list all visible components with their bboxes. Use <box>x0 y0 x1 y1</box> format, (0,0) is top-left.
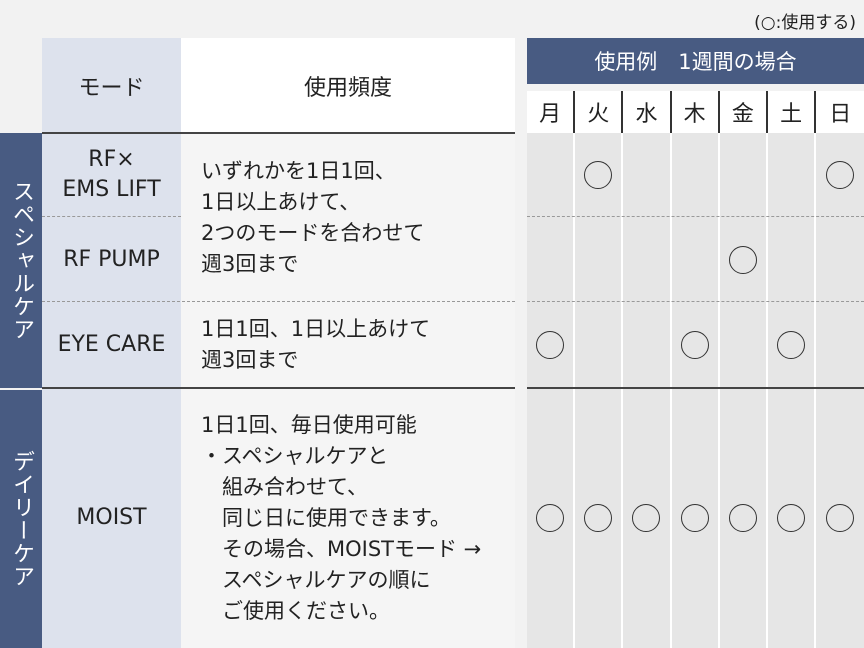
circle-mark-icon <box>777 504 806 532</box>
frequency-line: 1日以上あけて、 <box>201 189 361 214</box>
mode-rf-ems-lift: RF× EMS LIFT <box>42 133 181 217</box>
frequency-line: いずれかを1日1回、 <box>201 158 396 183</box>
usage-cell <box>623 388 672 648</box>
day-header: 月 <box>527 91 576 133</box>
frequency-line: 2つのモードを合わせて <box>201 220 425 245</box>
frequency-eye-care: 1日1回、1日以上あけて 週3回まで <box>181 302 515 388</box>
frequency-line: ・スペシャルケアと <box>201 443 389 468</box>
frequency-shared: いずれかを1日1回、 1日以上あけて、 2つのモードを合わせて 週3回まで <box>181 133 515 302</box>
circle-mark-icon <box>536 504 565 532</box>
usage-cell <box>527 133 576 217</box>
frequency-line: 週3回まで <box>201 251 299 276</box>
usage-cell <box>671 302 720 388</box>
usage-cell <box>575 388 624 648</box>
usage-cell <box>575 302 624 388</box>
mode-eye-care: EYE CARE <box>42 302 181 388</box>
circle-mark-icon <box>680 331 709 359</box>
frequency-line: スペシャルケアの順に <box>201 567 431 592</box>
mode-moist: MOIST <box>42 388 181 648</box>
category-special-care: スペシャルケア <box>0 133 42 388</box>
frequency-line: 週3回まで <box>201 348 299 372</box>
circle-mark-icon <box>632 504 661 532</box>
frequency-line: 1日1回、1日以上あけて <box>201 317 431 341</box>
frequency-moist: 1日1回、毎日使用可能 ・スペシャルケアと 組み合わせて、 同じ日に使用できます… <box>181 388 515 648</box>
circle-mark-icon <box>584 504 613 532</box>
frequency-line: 組み合わせて、 <box>201 474 368 499</box>
section-divider <box>527 387 864 389</box>
category-daily-care: デイリーケア <box>0 390 42 648</box>
day-header: 日 <box>816 91 864 133</box>
usage-cell <box>816 217 864 302</box>
day-header: 金 <box>719 91 768 133</box>
header-mode: モード <box>42 38 181 133</box>
row-divider <box>527 301 864 302</box>
frequency-line: ご使用ください。 <box>201 598 390 623</box>
usage-cell <box>575 133 624 217</box>
usage-cell <box>671 217 720 302</box>
circle-mark-icon <box>728 245 757 274</box>
usage-cell <box>768 217 817 302</box>
circle-mark-icon <box>536 331 565 359</box>
usage-cell <box>527 388 576 648</box>
row-divider <box>42 216 181 217</box>
circle-mark-icon <box>680 504 709 532</box>
header-divider <box>42 132 515 134</box>
usage-cell <box>768 388 817 648</box>
frequency-line: その場合、MOISTモード → <box>201 536 482 561</box>
mode-rf-pump: RF PUMP <box>42 217 181 302</box>
usage-cell <box>768 133 817 217</box>
frequency-line: 同じ日に使用できます。 <box>201 505 451 530</box>
day-header: 水 <box>623 91 672 133</box>
day-header: 木 <box>671 91 720 133</box>
day-header: 火 <box>575 91 624 133</box>
usage-cell <box>719 302 768 388</box>
usage-cell <box>623 217 672 302</box>
circle-mark-icon <box>777 331 806 359</box>
usage-cell <box>768 302 817 388</box>
circle-mark-icon <box>826 504 855 532</box>
circle-mark-icon <box>826 161 855 189</box>
circle-mark-icon <box>584 161 613 189</box>
usage-cell <box>671 388 720 648</box>
usage-cell <box>719 388 768 648</box>
frequency-line: 1日1回、毎日使用可能 <box>201 412 417 437</box>
usage-cell <box>671 133 720 217</box>
usage-cell <box>623 133 672 217</box>
row-divider <box>527 216 864 217</box>
section-divider <box>42 387 515 389</box>
usage-cell <box>719 133 768 217</box>
usage-cell <box>527 217 576 302</box>
usage-cell <box>816 133 864 217</box>
usage-cell <box>719 217 768 302</box>
circle-mark-icon <box>728 504 757 532</box>
usage-cell <box>527 302 576 388</box>
usage-cell <box>816 388 864 648</box>
usage-cell <box>623 302 672 388</box>
usage-cell <box>575 217 624 302</box>
header-frequency: 使用頻度 <box>181 38 515 133</box>
legend-note: (○:使用する) <box>754 13 856 33</box>
day-header: 土 <box>768 91 817 133</box>
usage-cell <box>816 302 864 388</box>
header-example: 使用例 1週間の場合 <box>527 38 864 84</box>
row-divider <box>42 301 515 302</box>
